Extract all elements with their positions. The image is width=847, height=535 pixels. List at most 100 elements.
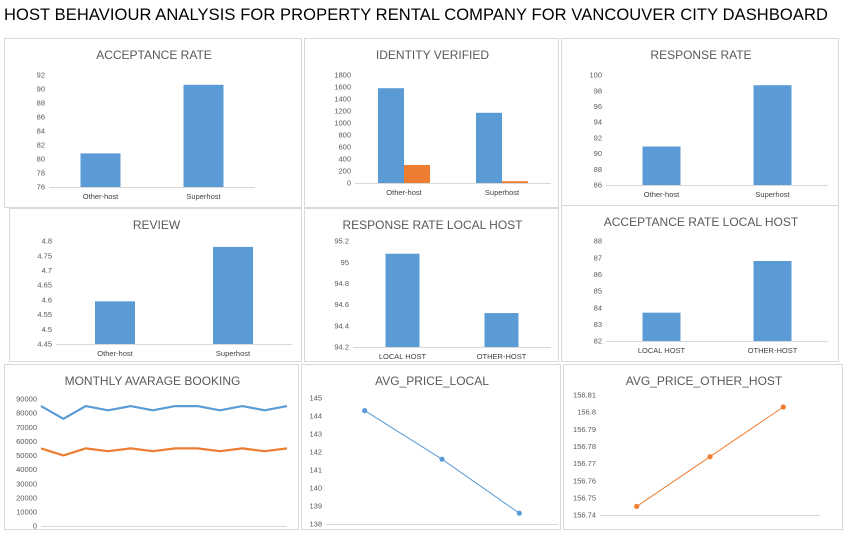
y-tick-label: 4.6 bbox=[42, 295, 52, 304]
y-tick-label: 1200 bbox=[334, 107, 351, 116]
y-tick-label: 1000 bbox=[334, 119, 351, 128]
y-tick-label: 20000 bbox=[16, 493, 37, 502]
chart-svg: RESPONSE RATE LOCAL HOST 94.2 94.4 94.6 94.8… bbox=[334, 218, 551, 361]
review-chart: REVIEW 4.45 4.5 4.55 4.6 4.65 4.7 4.75 4.8 Other-… bbox=[9, 208, 302, 362]
y-tick-label: 4.5 bbox=[42, 325, 52, 334]
y-tick-label: 88 bbox=[594, 237, 602, 246]
x-category-label: Other-host bbox=[83, 192, 119, 201]
x-category-label: Superhost bbox=[186, 192, 221, 201]
y-tick-label: 94.4 bbox=[334, 321, 349, 330]
chart-svg: RESPONSE RATE 86 88 90 92 94 96 98 100 Other-host… bbox=[589, 48, 828, 199]
y-tick-label: 156.75 bbox=[573, 493, 596, 502]
series-line bbox=[364, 410, 520, 514]
y-tick-label: 4.8 bbox=[42, 237, 52, 246]
y-tick-label: 156.76 bbox=[573, 476, 596, 485]
series-line bbox=[40, 404, 288, 420]
y-tick-label: 1800 bbox=[334, 71, 351, 80]
y-tick-label: 139 bbox=[309, 502, 322, 511]
y-tick-label: 145 bbox=[309, 394, 322, 403]
bar bbox=[484, 313, 519, 347]
chart-svg: ACCEPTANCE RATE LOCAL HOST 82 83 84 85 86 87 88… bbox=[594, 215, 828, 355]
y-tick-label: 95.2 bbox=[334, 237, 349, 246]
y-tick-label: 156.8 bbox=[577, 408, 596, 417]
bar bbox=[213, 246, 253, 344]
bar bbox=[378, 88, 404, 183]
y-tick-label: 86 bbox=[37, 113, 45, 122]
x-category-label: OTHER-HOST bbox=[748, 346, 798, 355]
y-tick-label: 94.2 bbox=[334, 343, 349, 352]
y-tick-label: 144 bbox=[309, 412, 322, 421]
y-tick-label: 1400 bbox=[334, 95, 351, 104]
x-category-label: LOCAL HOST bbox=[379, 352, 427, 361]
chart-title: ACCEPTANCE RATE bbox=[96, 48, 212, 62]
y-tick-label: 84 bbox=[37, 127, 45, 136]
y-tick-label: 84 bbox=[594, 303, 602, 312]
y-tick-label: 82 bbox=[37, 141, 45, 150]
avg-price-local-chart: AVG_PRICE_LOCAL 138 139 140 141 142 143 144 145 bbox=[301, 364, 561, 530]
y-tick-label: 87 bbox=[594, 253, 602, 262]
y-tick-label: 94 bbox=[594, 118, 602, 127]
data-point bbox=[516, 510, 522, 516]
chart-title: ACCEPTANCE RATE LOCAL HOST bbox=[604, 215, 799, 229]
y-tick-label: 70000 bbox=[16, 423, 37, 432]
y-tick-label: 156.74 bbox=[573, 511, 596, 520]
chart-title: AVG_PRICE_OTHER_HOST bbox=[626, 374, 783, 388]
x-category-label: Other-host bbox=[386, 188, 422, 197]
bar bbox=[476, 112, 502, 183]
y-tick-label: 200 bbox=[338, 167, 351, 176]
response-rate-local-host-chart: RESPONSE RATE LOCAL HOST 94.2 94.4 94.6 94.8… bbox=[304, 208, 559, 362]
y-tick-label: 1600 bbox=[334, 83, 351, 92]
y-tick-label: 10000 bbox=[16, 507, 37, 516]
y-tick-label: 4.55 bbox=[37, 310, 52, 319]
y-tick-label: 141 bbox=[309, 466, 322, 475]
y-tick-label: 95 bbox=[341, 258, 349, 267]
x-category-label: LOCAL HOST bbox=[638, 346, 686, 355]
y-tick-label: 156.79 bbox=[573, 425, 596, 434]
y-tick-label: 94.6 bbox=[334, 300, 349, 309]
y-tick-label: 96 bbox=[594, 102, 602, 111]
bar bbox=[95, 301, 135, 344]
dashboard-title: HOST BEHAVIOUR ANALYSIS FOR PROPERTY REN… bbox=[4, 6, 828, 24]
acceptance-rate-local-host-chart: ACCEPTANCE RATE LOCAL HOST 82 83 84 85 86 87 88… bbox=[561, 205, 839, 362]
chart-title: MONTHLY AVARAGE BOOKING bbox=[65, 374, 241, 388]
data-point bbox=[780, 404, 786, 410]
data-point bbox=[362, 408, 368, 414]
y-tick-label: 90000 bbox=[16, 395, 37, 404]
chart-svg: MONTHLY AVARAGE BOOKING 0 10000 20000 30000 4… bbox=[16, 374, 288, 531]
identity-verified-chart: IDENTITY VERIFIED 0 200 400 600 800 1000 1200 14… bbox=[304, 38, 559, 208]
x-category-label: Other-host bbox=[97, 349, 133, 358]
y-tick-label: 4.45 bbox=[37, 340, 52, 349]
bar bbox=[385, 253, 420, 347]
chart-svg: REVIEW 4.45 4.5 4.55 4.6 4.65 4.7 4.75 4.8 Other-… bbox=[37, 218, 292, 358]
y-tick-label: 94.8 bbox=[334, 279, 349, 288]
y-tick-label: 86 bbox=[594, 270, 602, 279]
x-category-label: Superhost bbox=[755, 190, 790, 199]
chart-svg: AVG_PRICE_OTHER_HOST 156.74 156.75 156.76 15… bbox=[573, 374, 820, 520]
y-tick-label: 50000 bbox=[16, 451, 37, 460]
y-tick-label: 4.65 bbox=[37, 281, 52, 290]
y-tick-label: 88 bbox=[37, 99, 45, 108]
monthly-average-booking-chart: MONTHLY AVARAGE BOOKING 0 10000 20000 30000 4… bbox=[4, 364, 299, 531]
y-tick-label: 98 bbox=[594, 86, 602, 95]
x-category-label: Other-host bbox=[644, 190, 680, 199]
y-tick-label: 142 bbox=[309, 448, 322, 457]
data-point bbox=[707, 454, 713, 460]
bar bbox=[80, 153, 121, 187]
data-point bbox=[439, 456, 445, 462]
y-tick-label: 82 bbox=[594, 337, 602, 346]
y-tick-label: 800 bbox=[338, 131, 351, 140]
bar bbox=[642, 146, 681, 185]
y-tick-label: 85 bbox=[594, 287, 602, 296]
chart-svg: AVG_PRICE_LOCAL 138 139 140 141 142 143 144 145 bbox=[309, 374, 558, 529]
y-tick-label: 30000 bbox=[16, 479, 37, 488]
data-point bbox=[634, 503, 640, 510]
y-tick-label: 78 bbox=[37, 169, 45, 178]
y-tick-label: 156.78 bbox=[573, 442, 596, 451]
bar bbox=[642, 312, 681, 341]
y-tick-label: 88 bbox=[594, 165, 602, 174]
y-tick-label: 600 bbox=[338, 143, 351, 152]
chart-title: AVG_PRICE_LOCAL bbox=[375, 374, 489, 388]
x-category-label: OTHER-HOST bbox=[477, 352, 527, 361]
y-tick-label: 92 bbox=[594, 133, 602, 142]
y-tick-label: 0 bbox=[347, 179, 351, 188]
